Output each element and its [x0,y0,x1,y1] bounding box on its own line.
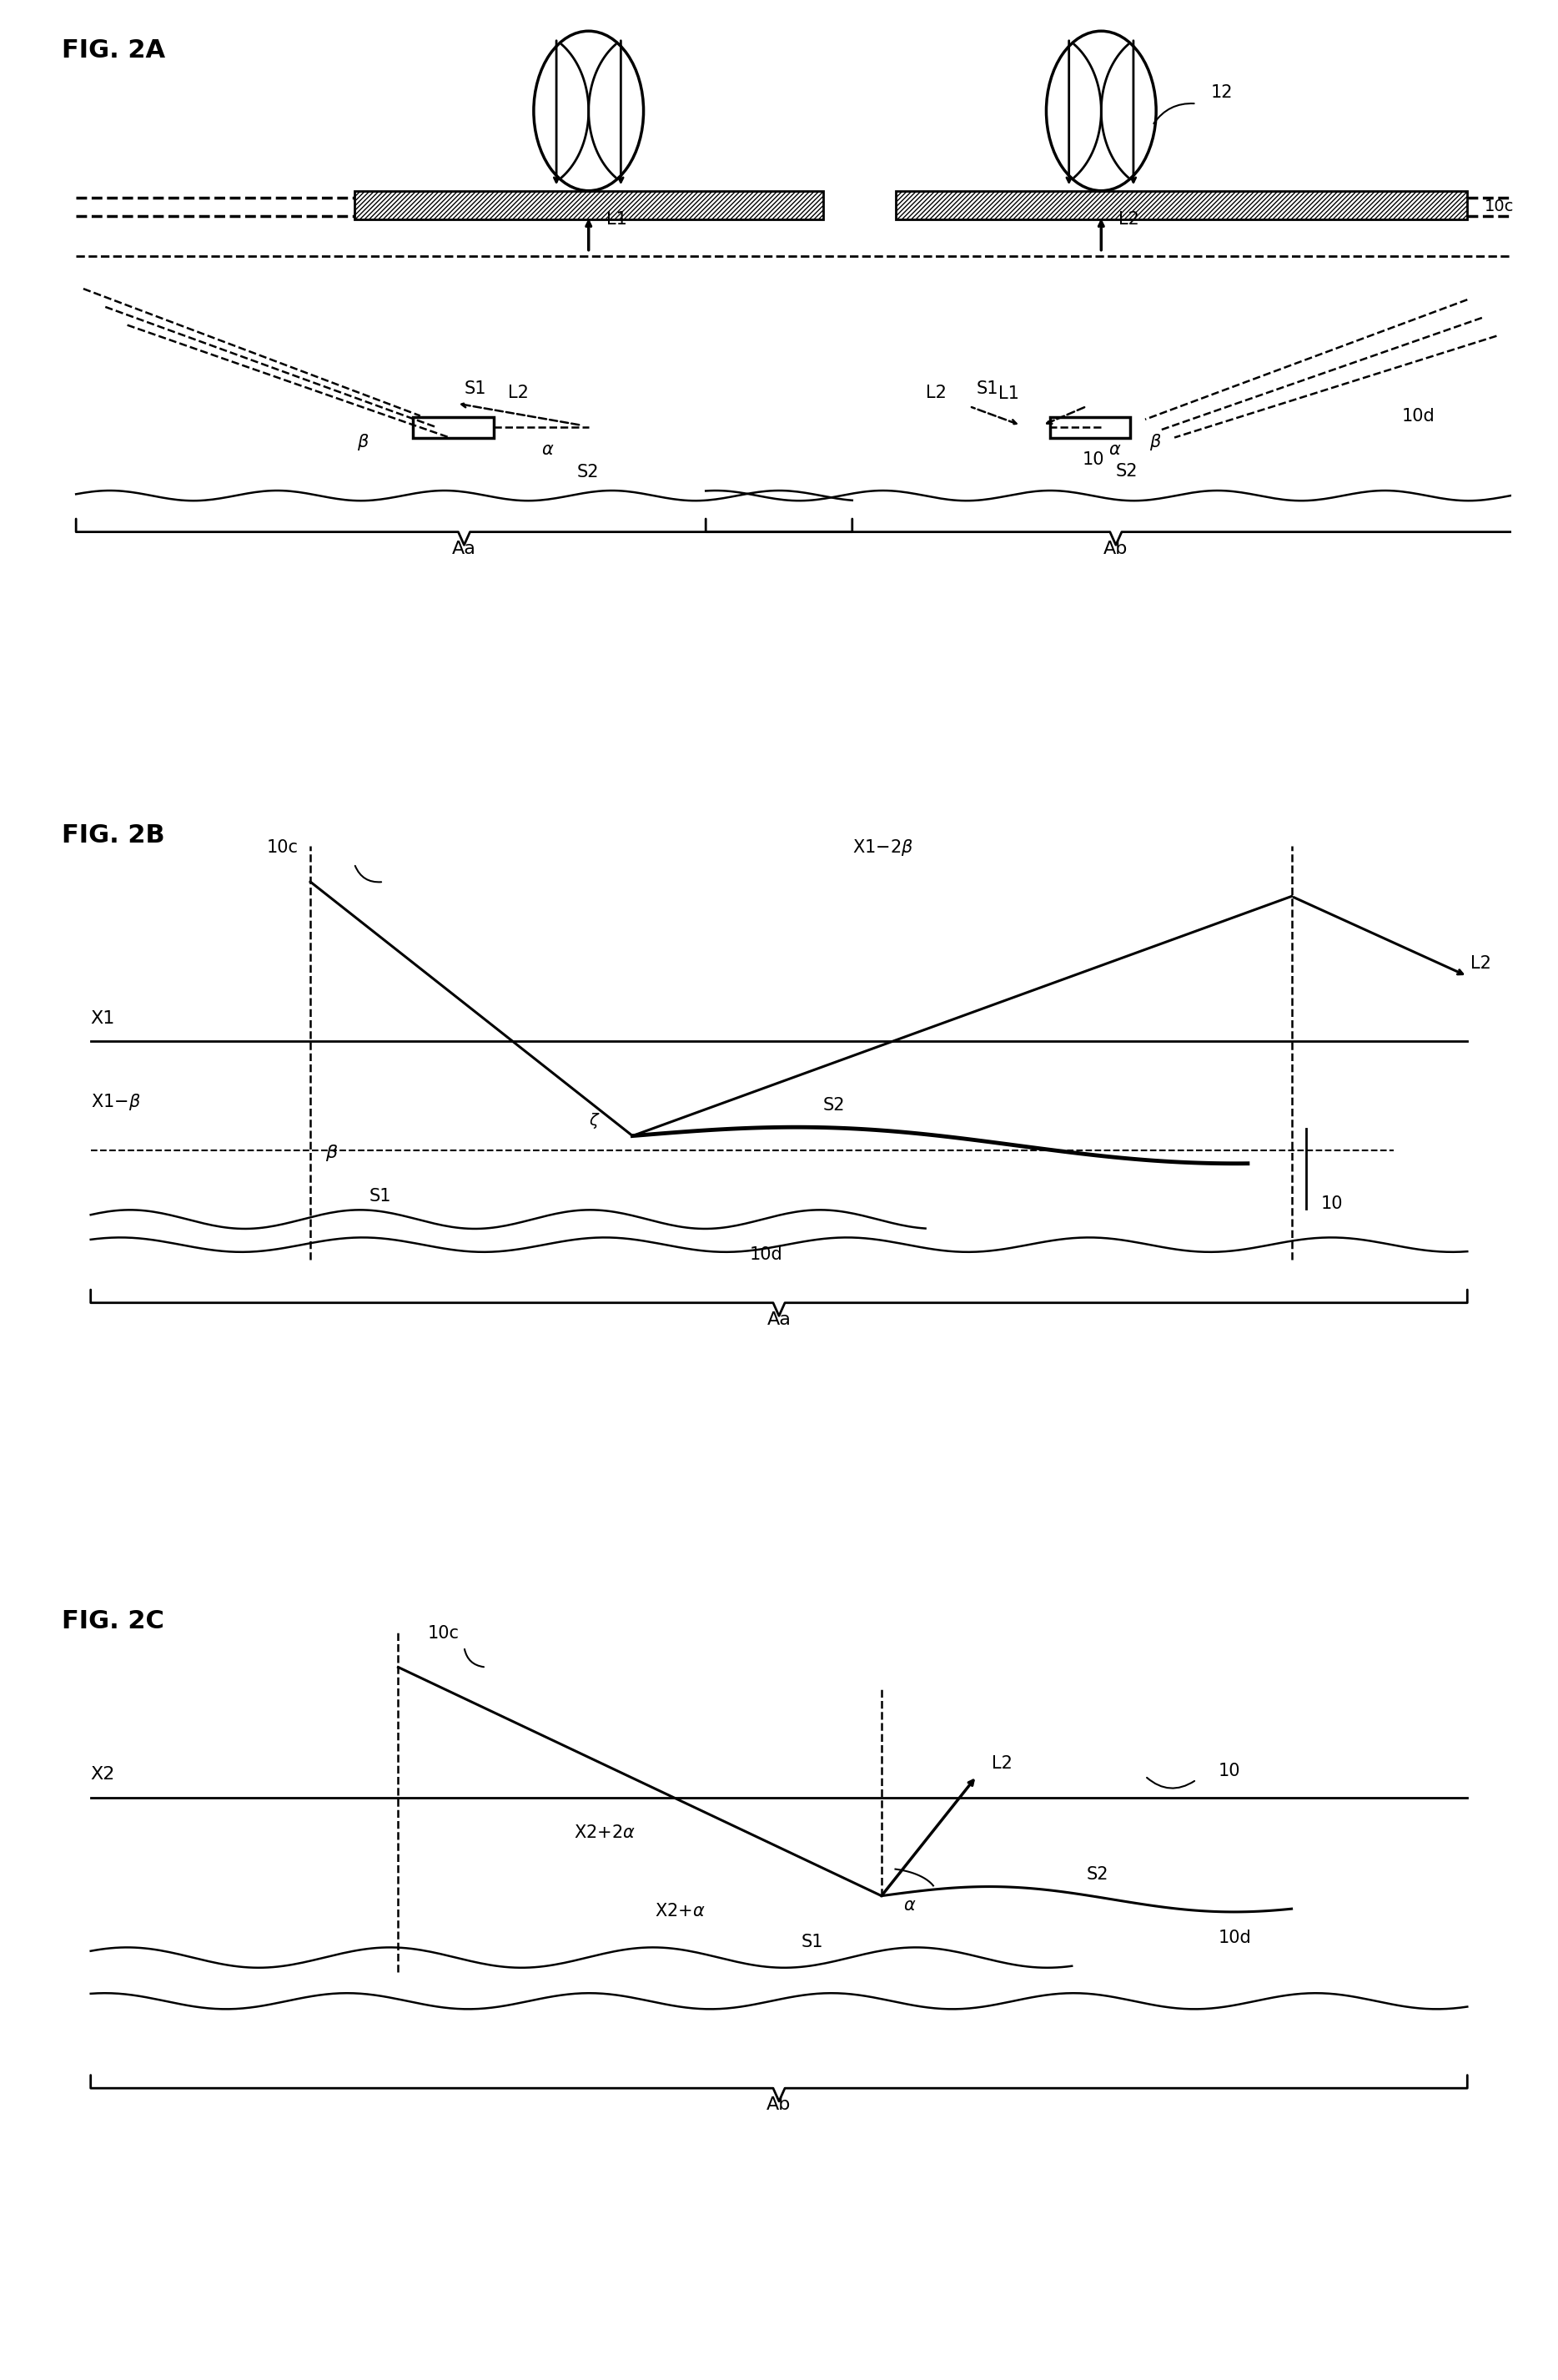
Text: S1: S1 [977,381,999,397]
Text: S1: S1 [464,381,486,397]
Text: $\zeta$: $\zeta$ [589,1111,600,1130]
Text: α: α [542,440,553,457]
Text: S1: S1 [801,1933,823,1949]
Text: 10c: 10c [266,840,298,857]
Text: β: β [1150,433,1161,450]
Text: Ab: Ab [1103,540,1128,557]
Text: X1$-\beta$: X1$-\beta$ [90,1092,140,1111]
Text: α: α [1109,440,1120,457]
Text: $\alpha$: $\alpha$ [904,1897,916,1914]
Text: X2: X2 [90,1766,115,1783]
Text: 12: 12 [1211,83,1232,100]
Text: S2: S2 [823,1097,844,1114]
Text: FIG. 2C: FIG. 2C [61,1609,164,1633]
Text: X2$+\alpha$: X2$+\alpha$ [654,1904,706,1921]
Text: Aa: Aa [767,1311,791,1328]
Text: FIG. 2A: FIG. 2A [61,38,165,62]
Text: S2: S2 [1116,462,1137,478]
Text: L2: L2 [991,1756,1013,1773]
Text: 10: 10 [1321,1195,1343,1211]
Text: 10c: 10c [427,1626,460,1642]
Text: L2: L2 [508,383,528,400]
Text: S2: S2 [1086,1866,1109,1883]
Text: L2: L2 [925,383,946,400]
Text: 10d: 10d [749,1245,782,1264]
Text: L1: L1 [999,386,1019,402]
Text: 10d: 10d [1218,1930,1251,1947]
Bar [354,190,823,219]
Text: 10c: 10c [1485,200,1514,214]
Text: FIG. 2B: FIG. 2B [61,823,165,847]
Bar [1050,416,1131,438]
Text: $\beta$: $\beta$ [326,1142,338,1164]
Bar [896,190,1468,219]
Text: L1: L1 [606,212,626,228]
Text: S1: S1 [369,1188,391,1204]
Text: 10: 10 [1218,1764,1240,1780]
Text: Ab: Ab [767,2097,791,2113]
Text: 10: 10 [1083,452,1105,469]
Text: L2: L2 [1119,212,1139,228]
Text: X1$-$2$\beta$: X1$-$2$\beta$ [852,838,913,857]
Text: L2: L2 [1471,954,1491,973]
Text: β: β [357,433,368,450]
Text: S2: S2 [576,464,598,481]
Text: 10d: 10d [1402,407,1435,424]
Bar [413,416,494,438]
Text: Aa: Aa [452,540,477,557]
Text: X2$+$2$\alpha$: X2$+$2$\alpha$ [573,1825,636,1842]
Text: X1: X1 [90,1009,115,1026]
